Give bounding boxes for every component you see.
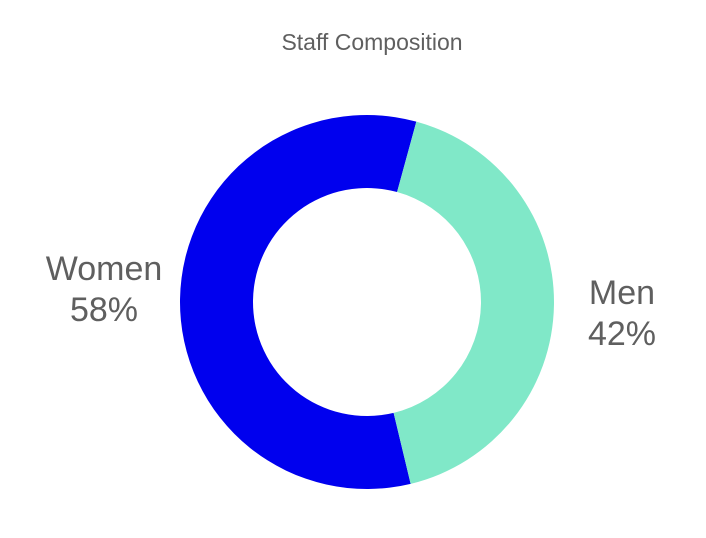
slice-value-men: 42% bbox=[588, 315, 656, 353]
slice-value-women: 58% bbox=[70, 291, 138, 329]
donut-slices bbox=[180, 115, 554, 489]
slice-label-women: Women bbox=[46, 250, 163, 288]
slice-women bbox=[180, 115, 416, 489]
slice-men bbox=[394, 122, 554, 484]
chart-title: Staff Composition bbox=[281, 29, 462, 55]
slice-label-men: Men bbox=[589, 274, 655, 312]
